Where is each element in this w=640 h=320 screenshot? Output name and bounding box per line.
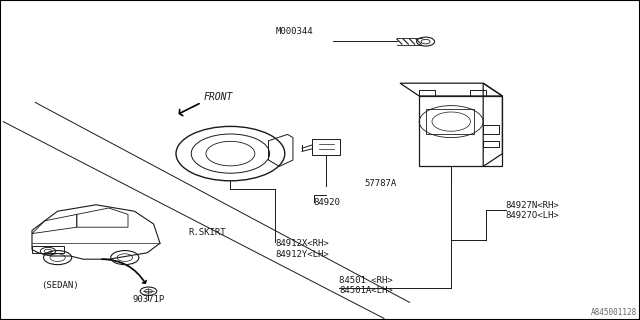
Text: FRONT: FRONT (204, 92, 233, 102)
Text: A845001128: A845001128 (591, 308, 637, 317)
Text: M000344: M000344 (275, 27, 313, 36)
Text: 84920: 84920 (314, 198, 340, 207)
Text: 84912X<RH>: 84912X<RH> (275, 239, 329, 248)
Text: 84927N<RH>: 84927N<RH> (506, 201, 559, 210)
Text: 84927O<LH>: 84927O<LH> (506, 211, 559, 220)
Text: (SEDAN): (SEDAN) (42, 281, 79, 290)
Text: 84912Y<LH>: 84912Y<LH> (275, 250, 329, 259)
Text: 90371P: 90371P (132, 295, 164, 304)
Text: R.SKIRT: R.SKIRT (189, 228, 227, 237)
Text: 57787A: 57787A (365, 179, 397, 188)
Text: 84501 <RH>: 84501 <RH> (339, 276, 393, 285)
Text: 84501A<LH>: 84501A<LH> (339, 286, 393, 295)
